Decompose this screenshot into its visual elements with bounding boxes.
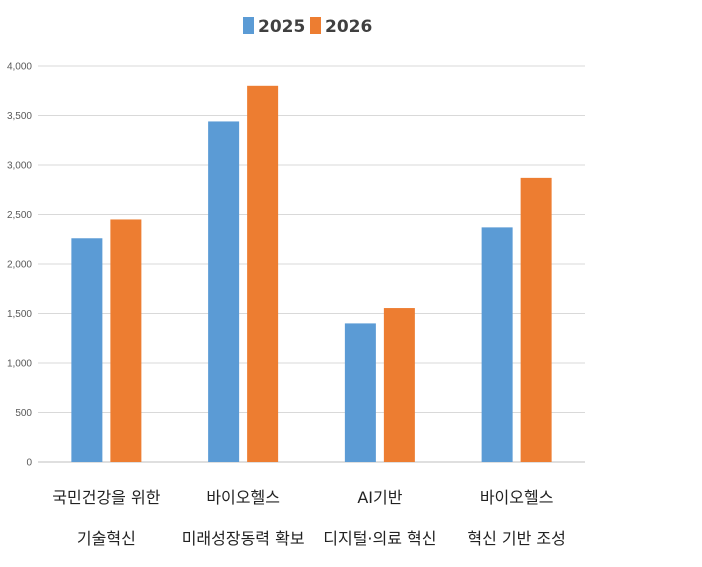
category-label: 미래성장동력 확보 (182, 529, 305, 548)
bar-2025-0 (71, 238, 103, 462)
bars (71, 85, 552, 463)
category-label: 혁신 기반 조성 (467, 529, 566, 548)
y-tick-label: 3,500 (7, 111, 32, 122)
bar-2026-2 (383, 308, 415, 462)
y-tick-label: 2,500 (7, 210, 32, 221)
y-tick-label: 0 (26, 458, 32, 469)
legend-swatch-2025 (243, 17, 254, 34)
y-tick-label: 1,500 (7, 309, 32, 320)
bar-2026-1 (247, 85, 279, 463)
y-axis: 0 500 1,000 1,500 2,000 2,500 3,000 3,500 4,000 (7, 62, 32, 469)
legend-swatch-2026 (310, 17, 321, 34)
bar-2025-3 (481, 227, 513, 462)
y-tick-label: 2,000 (7, 260, 32, 271)
category-label: 디지털·의료 혁신 (323, 529, 436, 548)
legend-label-2025: 2025 (258, 17, 305, 37)
y-tick-label: 3,000 (7, 161, 32, 172)
bar-2026-0 (110, 219, 142, 462)
category-label: 바이오헬스 (480, 488, 554, 507)
y-tick-label: 1,000 (7, 359, 32, 370)
y-tick-label: 500 (15, 408, 32, 419)
category-label: 기술혁신 (77, 529, 136, 548)
bar-2026-3 (520, 177, 552, 462)
category-label: 바이오헬스 (206, 488, 280, 507)
bar-2025-2 (344, 323, 376, 462)
category-label: 국민건강을 위한 (52, 488, 160, 507)
category-label: AI기반 (357, 488, 402, 507)
legend: 2025 2026 (243, 17, 372, 37)
y-tick-label: 4,000 (7, 62, 32, 73)
bar-2025-1 (208, 121, 240, 462)
legend-label-2026: 2026 (325, 17, 372, 37)
